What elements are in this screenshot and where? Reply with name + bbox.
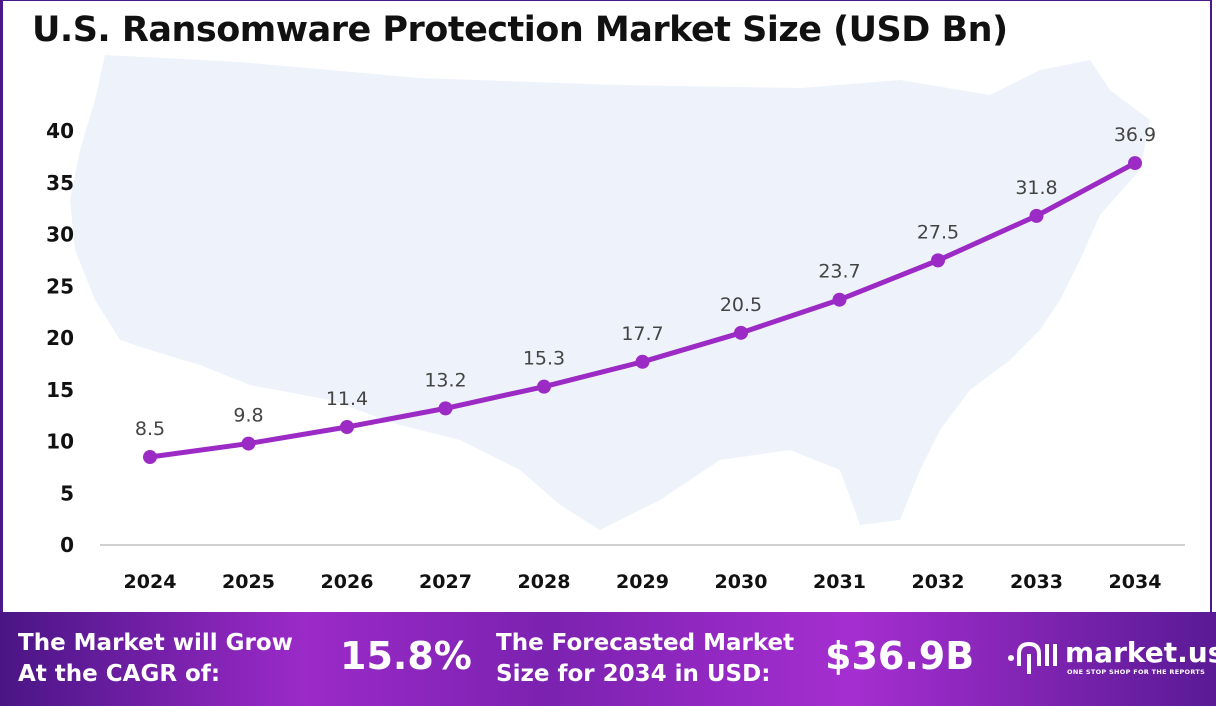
y-tick-label: 25	[46, 274, 74, 298]
data-point	[537, 379, 551, 394]
cagr-label-line2: At the CAGR of:	[18, 661, 221, 687]
data-point	[1128, 156, 1142, 171]
x-tick-label: 2024	[124, 571, 177, 593]
data-label: 31.8	[1015, 177, 1057, 199]
data-label: 15.3	[523, 348, 565, 370]
us-map-silhouette	[70, 55, 1150, 530]
forecast-label-line2: Size for 2034 in USD:	[496, 661, 771, 687]
x-tick-label: 2029	[616, 571, 669, 593]
forecast-label: The Forecasted Market Size for 2034 in U…	[496, 628, 794, 690]
market-us-logo: market.us ONE STOP SHOP FOR THE REPORTS	[1005, 636, 1216, 684]
data-point	[241, 436, 256, 451]
x-tick-label: 2032	[912, 571, 965, 593]
forecast-value: $36.9B	[825, 634, 975, 678]
data-label: 8.5	[135, 418, 165, 440]
x-tick-label: 2033	[1010, 571, 1063, 593]
footer-banner: The Market will Grow At the CAGR of: 15.…	[0, 612, 1216, 706]
y-tick-label: 10	[46, 430, 74, 454]
data-label: 23.7	[818, 261, 860, 283]
data-point	[143, 450, 157, 465]
logo-name: market.us	[1065, 636, 1216, 669]
y-tick-label: 40	[46, 119, 74, 143]
y-tick-label: 5	[60, 481, 74, 505]
y-tick-label: 15	[46, 378, 74, 402]
y-tick-label: 35	[46, 171, 74, 195]
cagr-label-line1: The Market will Grow	[18, 630, 293, 656]
data-label: 27.5	[917, 221, 959, 243]
data-point	[734, 325, 748, 340]
x-tick-label: 2028	[518, 571, 571, 593]
y-tick-label: 0	[60, 533, 74, 557]
cagr-value: 15.8%	[340, 634, 472, 678]
data-label: 36.9	[1114, 124, 1156, 146]
forecast-label-line1: The Forecasted Market	[496, 630, 795, 656]
x-tick-label: 2030	[715, 571, 768, 593]
y-tick-label: 20	[46, 326, 74, 350]
data-point	[438, 401, 453, 416]
data-point	[340, 420, 354, 435]
logo-tagline: ONE STOP SHOP FOR THE REPORTS	[1067, 668, 1206, 676]
data-point	[635, 354, 650, 369]
x-tick-label: 2031	[813, 571, 866, 593]
x-tick-label: 2027	[419, 571, 472, 593]
y-tick-label: 30	[46, 223, 74, 247]
data-label: 11.4	[326, 388, 368, 410]
x-tick-label: 2034	[1109, 571, 1162, 593]
data-label: 17.7	[621, 323, 663, 345]
cagr-label: The Market will Grow At the CAGR of:	[18, 628, 293, 690]
x-tick-label: 2025	[222, 571, 275, 593]
logo-icon	[1008, 641, 1057, 674]
data-label: 20.5	[720, 294, 762, 316]
data-point	[1029, 208, 1044, 223]
data-point	[832, 292, 847, 307]
chart-frame	[0, 0, 1212, 612]
data-label: 13.2	[424, 369, 466, 391]
data-point	[931, 253, 945, 268]
chart-title: U.S. Ransomware Protection Market Size (…	[32, 10, 1008, 50]
data-label: 9.8	[233, 405, 263, 427]
x-tick-label: 2026	[321, 571, 374, 593]
